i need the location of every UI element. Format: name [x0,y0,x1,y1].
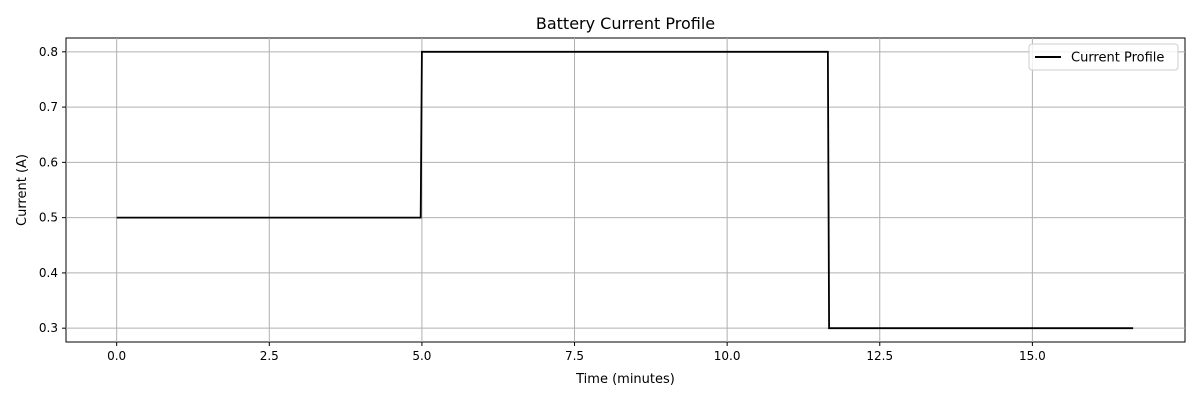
x-tick-label: 12.5 [866,349,893,363]
x-tick-label: 0.0 [107,349,126,363]
x-tick-label: 7.5 [565,349,584,363]
plot-area [65,37,1186,343]
y-tick-label: 0.6 [39,155,58,169]
legend-label: Current Profile [1071,51,1164,66]
y-tick-label: 0.4 [39,266,58,280]
x-tick-label: 15.0 [1019,349,1046,363]
x-tick-label: 2.5 [260,349,279,363]
x-tick-label: 10.0 [714,349,741,363]
y-axis-ticks: 0.3 0.4 0.5 0.6 0.7 0.8 [39,45,66,335]
legend-box [1028,43,1179,71]
series-line-0 [116,50,1134,330]
legend: Current Profile [1028,43,1179,71]
x-axis-label: Time (minutes) [575,372,675,387]
y-axis-label: Current (A) [15,154,30,226]
chart-title: Battery Current Profile [536,14,715,33]
y-tick-label: 0.8 [39,45,58,59]
y-tick-label: 0.7 [39,100,58,114]
y-tick-label: 0.5 [39,211,58,225]
x-axis-ticks: 0.0 2.5 5.0 7.5 10.0 12.5 15.0 [107,342,1046,363]
x-tick-label: 5.0 [412,349,431,363]
series-layer [116,50,1134,330]
y-tick-label: 0.3 [39,321,58,335]
